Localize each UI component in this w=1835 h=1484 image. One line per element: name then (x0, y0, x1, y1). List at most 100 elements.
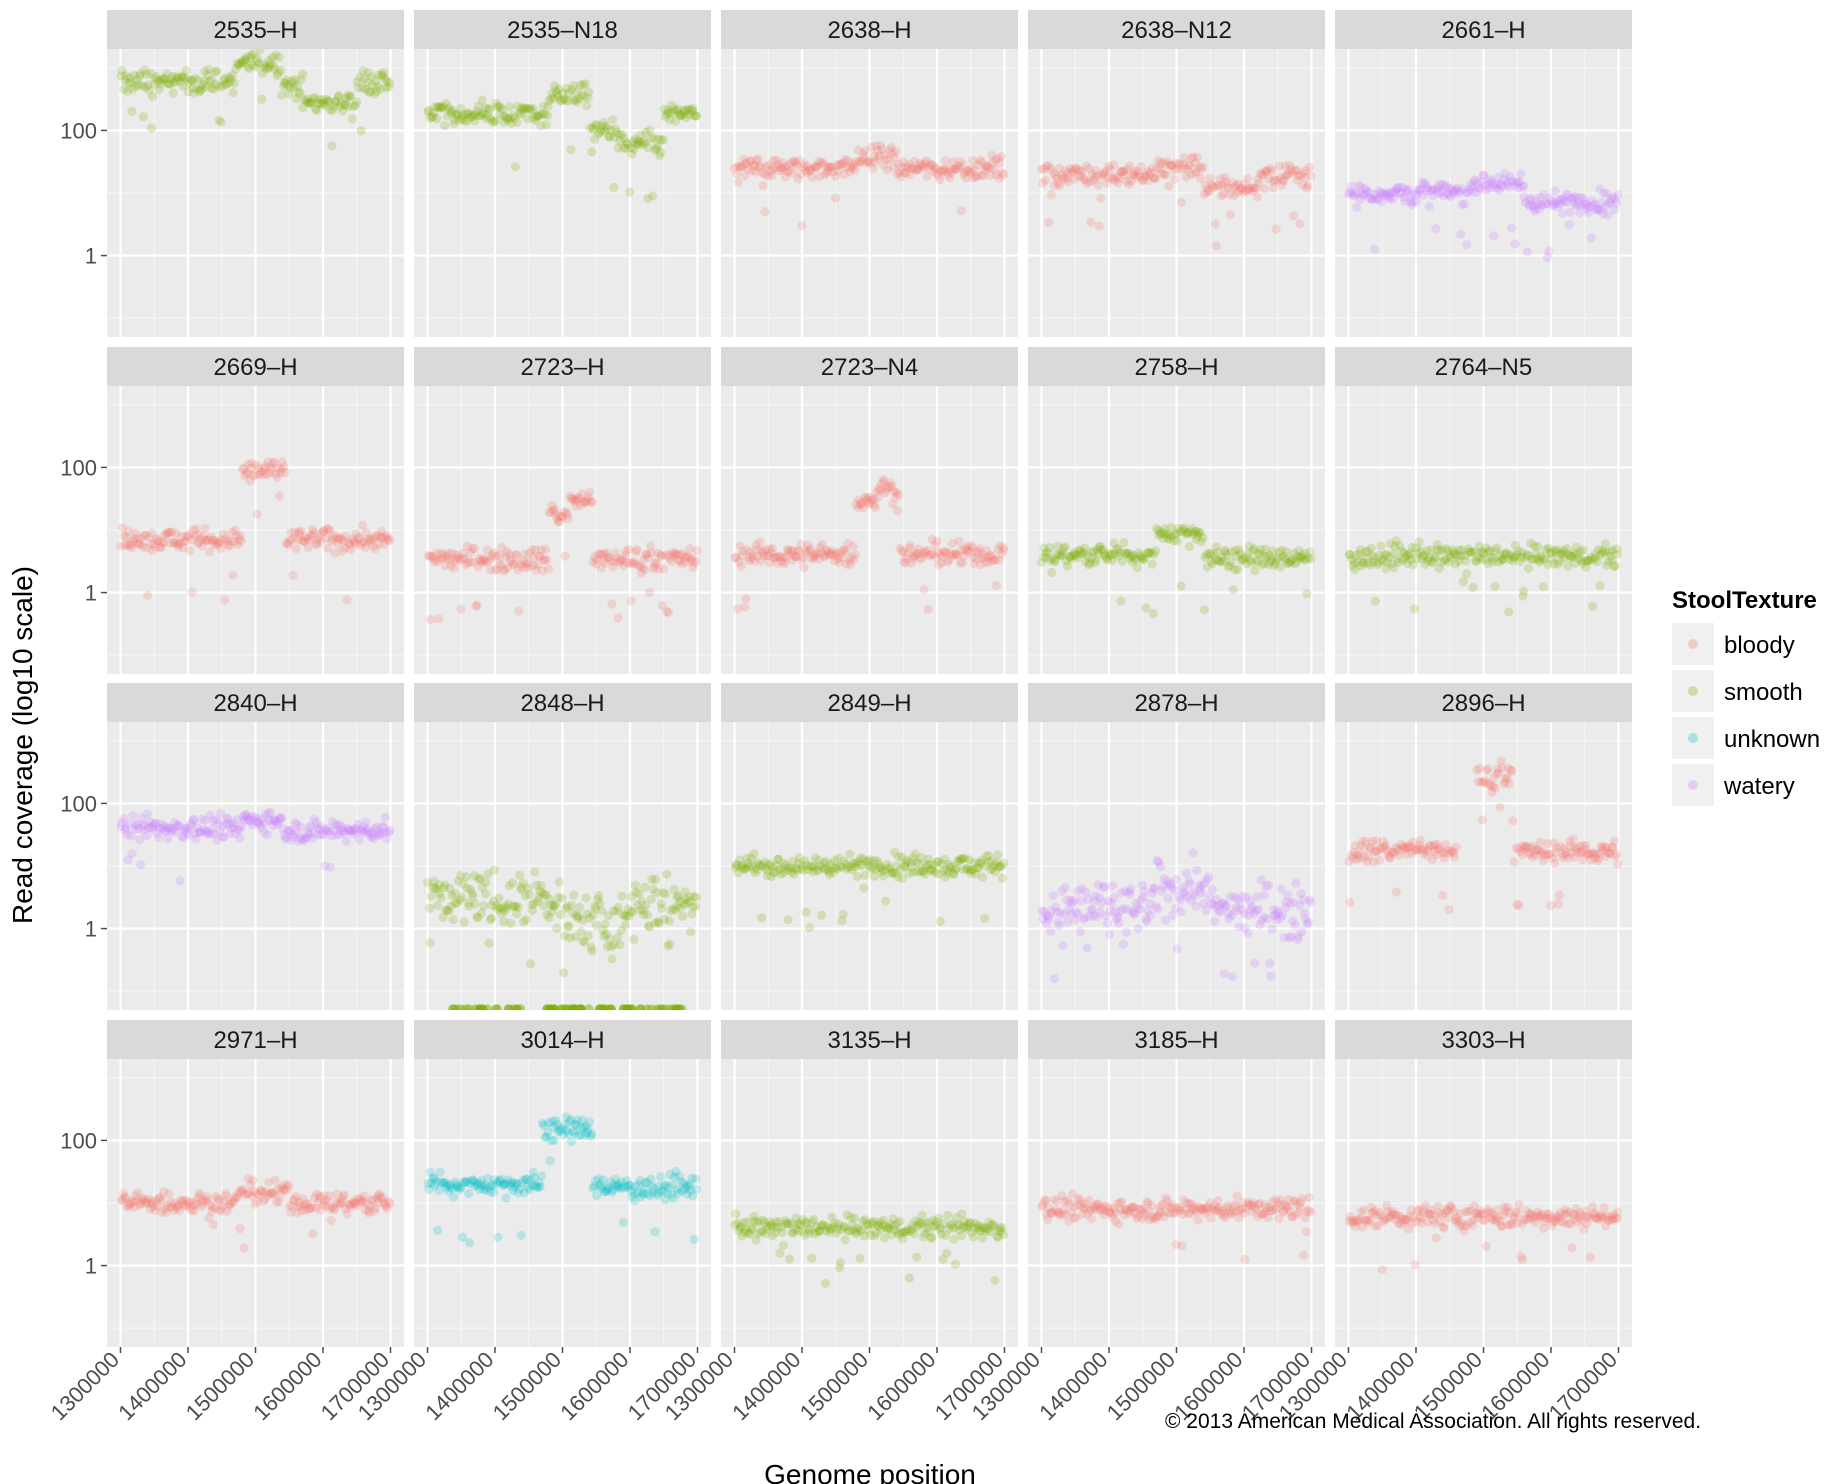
data-point (1454, 556, 1464, 566)
data-point (1439, 1223, 1449, 1233)
data-point (949, 549, 959, 560)
x-tick-label: 1400000 (113, 1347, 191, 1425)
data-point (762, 1224, 772, 1234)
data-point (1084, 1195, 1094, 1205)
facet-strip (1028, 10, 1325, 49)
data-point (743, 164, 753, 174)
data-point (1261, 544, 1271, 554)
data-point (116, 1195, 127, 1205)
data-point (357, 520, 367, 531)
data-points (1344, 756, 1623, 915)
data-point (1147, 888, 1157, 898)
data-point (1453, 188, 1463, 198)
data-point (855, 1253, 865, 1263)
data-point (155, 542, 165, 552)
data-point (128, 536, 138, 546)
data-point (174, 1206, 184, 1216)
data-point (562, 1125, 572, 1135)
data-point (793, 1226, 804, 1236)
data-point (645, 1191, 655, 1201)
data-point (187, 587, 197, 597)
data-point (1224, 914, 1234, 924)
data-point (214, 1195, 224, 1205)
data-point (684, 552, 694, 562)
data-point (1439, 555, 1449, 565)
data-point (1556, 841, 1566, 851)
data-point (245, 53, 255, 63)
data-point (981, 1223, 991, 1233)
data-point (851, 1229, 861, 1239)
data-point (1443, 1213, 1453, 1223)
data-point (1046, 926, 1056, 936)
data-point (133, 1187, 143, 1198)
data-point (134, 538, 144, 548)
data-point (1428, 558, 1438, 568)
legend-swatch (1688, 639, 1698, 649)
data-point (1485, 1212, 1495, 1222)
data-point (776, 163, 787, 173)
data-point (861, 493, 872, 503)
data-point (1494, 768, 1504, 778)
data-point (157, 1207, 167, 1217)
data-point (192, 822, 202, 832)
data-point (487, 900, 497, 910)
data-point (1479, 548, 1489, 559)
data-point (837, 1224, 847, 1234)
data-point (1258, 170, 1268, 180)
data-point (753, 1229, 763, 1239)
data-point (1581, 840, 1591, 850)
data-point (679, 1178, 689, 1188)
data-point (267, 53, 277, 63)
data-point (124, 78, 134, 88)
data-point (1492, 179, 1502, 189)
data-point (155, 75, 165, 85)
data-point (1137, 554, 1147, 564)
data-point (146, 822, 156, 832)
data-point (443, 1180, 453, 1190)
data-point (1365, 188, 1375, 198)
data-point (748, 160, 759, 170)
data-point (858, 503, 868, 513)
data-point (1498, 554, 1508, 564)
data-point (116, 71, 126, 81)
data-point (1284, 161, 1295, 171)
data-point (506, 1178, 516, 1188)
data-point (466, 113, 476, 123)
data-point (1174, 158, 1184, 168)
data-point (552, 88, 562, 98)
data-point (1226, 557, 1236, 567)
data-point (1275, 172, 1285, 182)
data-point (1080, 543, 1090, 553)
data-point (576, 1122, 586, 1132)
data-point (1480, 776, 1490, 786)
data-point (741, 1225, 751, 1235)
data-point (1259, 890, 1269, 900)
data-point (684, 1179, 695, 1189)
data-point (261, 61, 271, 71)
data-point (1418, 551, 1428, 561)
data-point (1101, 553, 1111, 563)
data-point (182, 823, 192, 833)
data-point (655, 151, 665, 161)
data-point (1105, 929, 1115, 939)
data-point (1125, 889, 1135, 900)
data-point (855, 499, 866, 509)
data-point (1440, 180, 1450, 190)
data-point (1498, 555, 1508, 565)
data-point (618, 143, 629, 153)
data-point (1272, 905, 1282, 916)
data-point (194, 537, 205, 547)
data-point (920, 1228, 930, 1238)
facet-strip (721, 347, 1018, 386)
data-point (1480, 180, 1490, 190)
data-point (309, 828, 319, 839)
data-point (574, 94, 585, 104)
data-point (750, 161, 760, 171)
data-point (1159, 874, 1169, 884)
data-point (1065, 551, 1075, 561)
data-point (1399, 548, 1409, 558)
data-point (467, 1175, 477, 1185)
data-point (814, 1225, 824, 1236)
data-point (1422, 546, 1432, 556)
data-point (610, 548, 621, 558)
